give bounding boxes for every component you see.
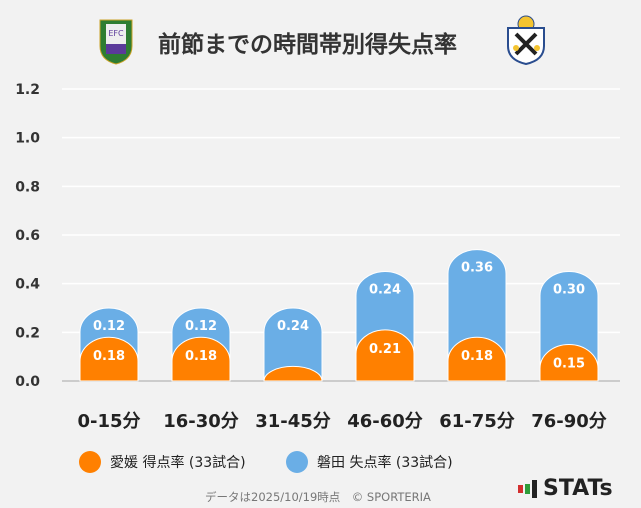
bar-ehime-1 — [171, 336, 231, 382]
x-tick-label: 61-75分 — [439, 411, 515, 432]
data-label-jubilo: 0.12 — [93, 319, 125, 334]
y-tick-label: 0.8 — [15, 179, 40, 195]
legend-label: 愛媛 得点率 (33試合) — [110, 454, 246, 471]
bar-ehime-3 — [355, 329, 415, 382]
x-tick-label: 46-60分 — [347, 411, 423, 432]
bar-jubilo-2 — [263, 307, 323, 382]
data-label-ehime: 0.18 — [461, 349, 493, 364]
y-tick-label: 1.2 — [15, 82, 40, 98]
legend-swatch — [286, 451, 308, 473]
x-tick-label: 31-45分 — [255, 411, 331, 432]
footer-note: データは2025/10/19時点 © SPORTERIA — [205, 490, 431, 504]
y-tick-label: 1.0 — [15, 131, 40, 147]
bar-ehime-2 — [263, 365, 323, 382]
y-tick-label: 0.4 — [15, 277, 40, 293]
data-label-ehime: 0.18 — [93, 349, 125, 364]
logo-ehime: EFC — [96, 16, 136, 66]
svg-text:EFC: EFC — [108, 29, 124, 38]
bar-ehime-5 — [539, 344, 599, 382]
x-tick-label: 0-15分 — [77, 411, 140, 432]
x-tick-label: 16-30分 — [163, 411, 239, 432]
data-label-ehime: 0.15 — [553, 357, 585, 372]
data-label-jubilo: 0.24 — [277, 319, 309, 334]
y-tick-label: 0.2 — [15, 325, 40, 341]
x-tick-label: 76-90分 — [531, 411, 607, 432]
bar-ehime-4 — [447, 336, 507, 382]
legend-label: 磐田 失点率 (33試合) — [317, 454, 453, 471]
data-label-jubilo: 0.24 — [369, 283, 401, 298]
legend-swatch — [79, 451, 101, 473]
chart-title: 前節までの時間帯別得失点率 — [158, 32, 457, 58]
brand-text: STATs — [543, 476, 613, 501]
y-tick-label: 0.6 — [15, 228, 40, 244]
data-label-ehime: 0.21 — [369, 342, 401, 357]
stats-logo: STATs — [518, 476, 613, 501]
data-label-jubilo: 0.36 — [461, 261, 493, 276]
data-label-ehime: 0.18 — [185, 349, 217, 364]
y-tick-label: 0.0 — [15, 374, 40, 390]
data-label-jubilo: 0.12 — [185, 319, 217, 334]
logo-jubilo — [504, 14, 548, 66]
bar-ehime-0 — [79, 336, 139, 382]
data-label-jubilo: 0.30 — [553, 283, 585, 298]
